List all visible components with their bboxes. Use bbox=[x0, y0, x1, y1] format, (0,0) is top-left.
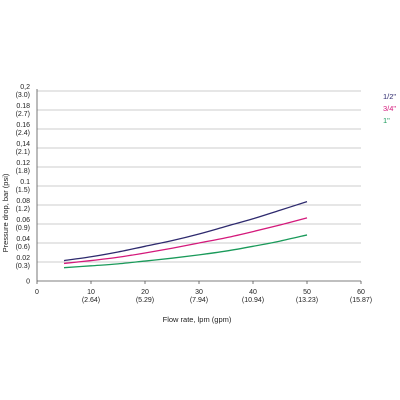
legend-entry: 1" bbox=[383, 116, 390, 125]
series-line-3 bbox=[63, 234, 308, 269]
y-tick-label: 0.12 bbox=[16, 160, 30, 167]
x-tick-sublabel: (10.94) bbox=[242, 297, 264, 304]
x-tick-label: 60 bbox=[357, 289, 365, 296]
x-tick-label: 50 bbox=[303, 289, 311, 296]
y-tick-label: 0.02 bbox=[16, 255, 30, 262]
x-tick-label: 10 bbox=[87, 289, 95, 296]
y-tick-label: 0.08 bbox=[16, 198, 30, 205]
x-tick-labels: 0 10(2.64) 20(5.29) 30(7.94) 40(10.94) 50(13.… bbox=[35, 289, 372, 304]
series-lines bbox=[63, 201, 308, 269]
y-tick-sublabel: (0.6) bbox=[16, 244, 30, 251]
y-tick-label: 0.16 bbox=[16, 122, 30, 129]
legend: 1/2" 3/4" 1" bbox=[383, 92, 396, 125]
y-tick-sublabel: (2.4) bbox=[16, 130, 30, 137]
y-tick-sublabel: (3.0) bbox=[16, 92, 30, 99]
series-line-1 bbox=[63, 201, 308, 262]
y-tick-sublabel: (2.7) bbox=[16, 111, 30, 118]
y-tick-sublabel: (1.8) bbox=[16, 168, 30, 175]
x-tick-sublabel: (5.29) bbox=[136, 297, 154, 304]
y-tick-sublabel: (0.3) bbox=[16, 263, 30, 270]
x-tick-label: 40 bbox=[249, 289, 257, 296]
x-tick-sublabel: (2.64) bbox=[82, 297, 100, 304]
y-tick-sublabel: (1.5) bbox=[16, 187, 30, 194]
y-tick-label: 0.04 bbox=[16, 236, 30, 243]
y-tick-label: 0.18 bbox=[16, 103, 30, 110]
x-tick-label: 20 bbox=[141, 289, 149, 296]
x-tick-label: 0 bbox=[35, 289, 39, 296]
x-axis-label: Flow rate, lpm (gpm) bbox=[163, 315, 232, 324]
y-tick-label: 0,2 bbox=[20, 84, 30, 91]
legend-entry: 1/2" bbox=[383, 92, 396, 101]
y-tick-labels: 0 0.02(0.3) 0.04(0.6) 0.06(0.9) 0.08(1.2) 0.1… bbox=[16, 84, 31, 286]
axes bbox=[36, 89, 362, 284]
y-tick-label: 0,14 bbox=[16, 141, 30, 148]
x-tick-sublabel: (7.94) bbox=[190, 297, 208, 304]
y-axis-label: Pressure drop, bar (psi) bbox=[1, 173, 10, 252]
y-tick-label: 0.1 bbox=[20, 179, 30, 186]
y-tick-sublabel: (2.1) bbox=[16, 149, 30, 156]
series-line-2 bbox=[63, 217, 308, 265]
y-tick-sublabel: (0.9) bbox=[16, 225, 30, 232]
y-tick-label: 0.06 bbox=[16, 217, 30, 224]
y-tick-sublabel: (1.2) bbox=[16, 206, 30, 213]
x-tick-sublabel: (15.87) bbox=[350, 297, 372, 304]
x-tick-label: 30 bbox=[195, 289, 203, 296]
legend-entry: 3/4" bbox=[383, 104, 396, 113]
x-tick-sublabel: (13.23) bbox=[296, 297, 318, 304]
y-tick-label: 0 bbox=[26, 279, 30, 286]
gridlines bbox=[37, 90, 361, 263]
